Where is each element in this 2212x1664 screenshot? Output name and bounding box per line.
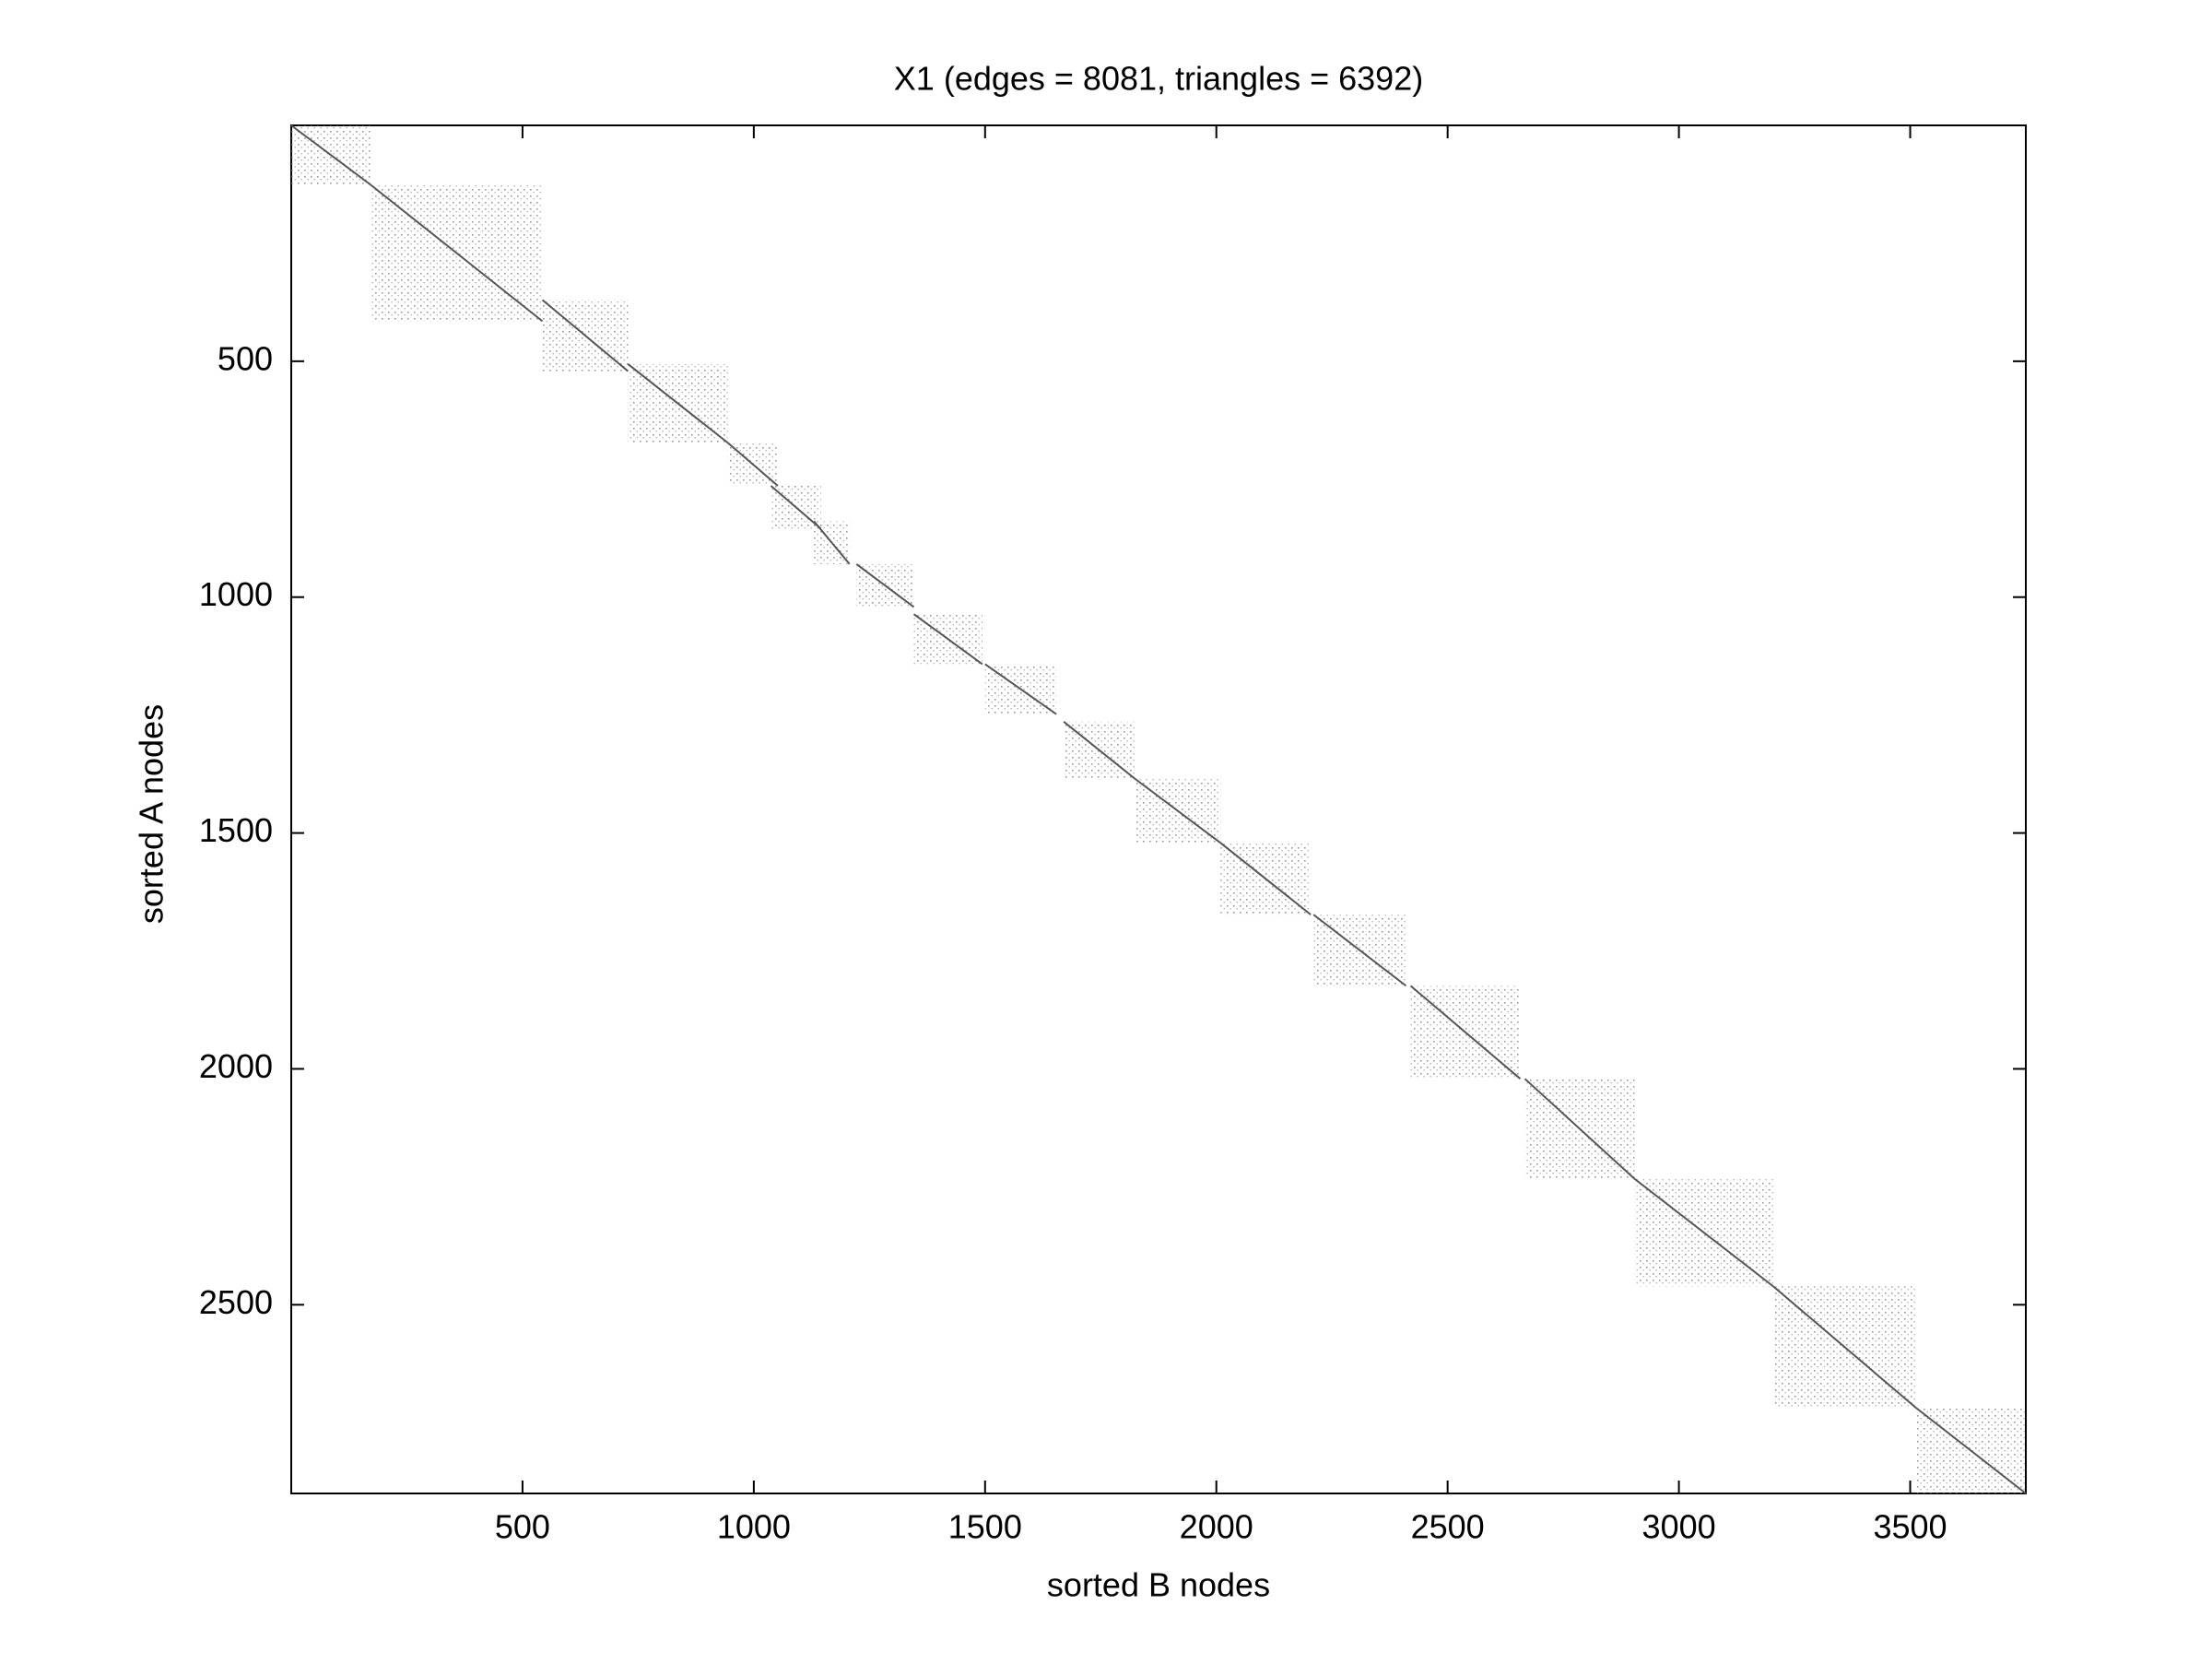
chart-title: X1 (edges = 8081, triangles = 6392) [894,60,1423,98]
y-tick-label: 1000 [199,575,273,613]
y-tick-label: 1500 [199,811,273,849]
y-tick-label: 2000 [199,1047,273,1085]
block-diagonal [1914,1407,2027,1494]
block-diagonal [1134,777,1221,844]
x-tick-label: 3500 [1873,1508,1947,1546]
block-diagonal [1219,842,1312,915]
y-tick-label: 2500 [199,1283,273,1321]
block-diagonal [541,299,629,372]
x-tick-label: 1000 [717,1508,791,1546]
block-diagonal [371,184,544,323]
block-diagonal [1063,721,1136,780]
x-axis-label: sorted B nodes [1047,1566,1270,1604]
block-diagonal [1772,1285,1917,1409]
block-diagonal [1633,1177,1774,1288]
block-diagonal [627,363,729,444]
y-axis-label: sorted A nodes [133,704,171,924]
block-diagonal [1524,1078,1636,1180]
block-diagonal [770,485,822,530]
block-diagonal [1409,985,1522,1080]
block-diagonal [813,520,851,565]
block-diagonal [912,613,983,666]
block-diagonal [984,663,1057,715]
block-diagonal [1312,914,1407,987]
y-tick-label: 500 [218,339,273,377]
block-diagonal [855,563,915,608]
x-tick-label: 2000 [1180,1508,1253,1546]
x-tick-label: 1500 [948,1508,1022,1546]
x-tick-label: 2500 [1411,1508,1485,1546]
block-diagonal [727,442,779,487]
x-tick-label: 3000 [1642,1508,1716,1546]
x-tick-label: 500 [495,1508,550,1546]
block-diagonal [290,124,372,186]
